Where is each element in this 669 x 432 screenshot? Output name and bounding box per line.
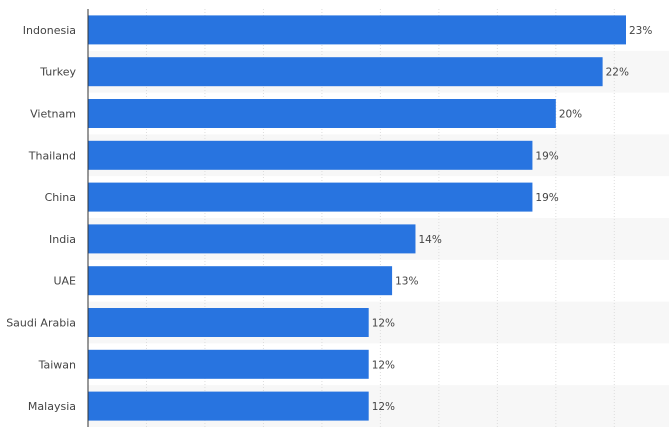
bar	[88, 15, 626, 45]
category-label: Thailand	[28, 149, 76, 162]
category-labels: Indonesia Turkey Vietnam Thailand China India…	[6, 24, 76, 413]
category-label: Indonesia	[23, 24, 76, 37]
value-label: 23%	[629, 25, 652, 37]
category-label: Taiwan	[38, 358, 76, 371]
bar	[88, 182, 533, 212]
value-label: 13%	[395, 276, 418, 288]
category-label: Turkey	[39, 66, 76, 79]
value-label: 14%	[418, 234, 441, 246]
value-label: 19%	[535, 192, 558, 204]
value-label: 12%	[372, 401, 395, 413]
bar	[88, 308, 369, 337]
category-label: India	[49, 233, 76, 246]
bar	[88, 57, 603, 87]
bar	[88, 391, 369, 421]
category-label: China	[45, 191, 76, 204]
bar	[88, 266, 393, 296]
category-label: Vietnam	[30, 108, 76, 121]
value-labels: 23% 22% 20% 19% 19% 14% 13% 12% 12% 12%	[372, 25, 653, 413]
value-label: 19%	[535, 150, 558, 162]
bars	[88, 15, 626, 421]
category-label: Saudi Arabia	[6, 317, 76, 330]
bar	[88, 349, 369, 379]
bar	[88, 140, 533, 170]
bar	[88, 224, 416, 254]
value-label: 20%	[559, 109, 582, 121]
value-label: 12%	[372, 318, 395, 330]
category-label: Malaysia	[28, 400, 76, 413]
value-label: 12%	[372, 359, 395, 371]
category-label: UAE	[53, 275, 76, 288]
bar	[88, 99, 556, 128]
value-label: 22%	[606, 67, 629, 79]
